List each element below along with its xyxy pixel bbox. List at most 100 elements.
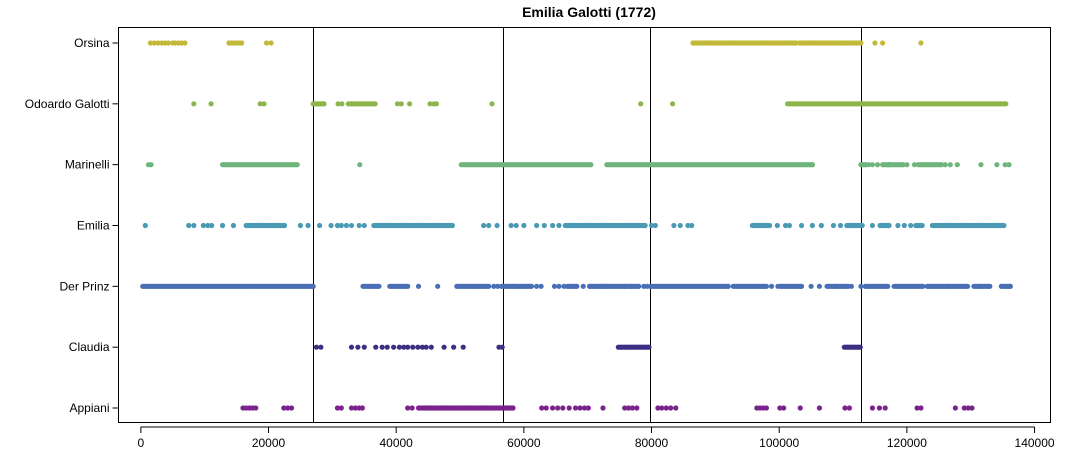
data-point <box>361 344 367 350</box>
data-point <box>288 405 295 411</box>
data-point <box>964 283 971 289</box>
data-point <box>486 283 492 289</box>
data-point <box>652 222 658 229</box>
x-axis: 0 20000 40000 60000 80000 100000 120000 140000 <box>137 426 1055 450</box>
data-point <box>549 405 556 411</box>
data-point <box>451 344 457 350</box>
data-point <box>338 222 344 229</box>
data-point <box>920 283 926 289</box>
y-tick-label: Orsina <box>74 36 110 50</box>
data-point <box>581 405 588 411</box>
data-point <box>638 101 644 107</box>
data-point <box>809 162 815 168</box>
data-point <box>797 405 803 411</box>
data-point <box>508 222 514 229</box>
data-point <box>768 283 775 289</box>
data-point <box>816 283 823 289</box>
data-point <box>947 162 953 168</box>
data-point <box>858 40 864 46</box>
data-point <box>239 40 245 46</box>
data-point <box>882 405 888 411</box>
data-point <box>549 222 556 229</box>
data-point <box>219 222 226 229</box>
data-point <box>668 405 674 411</box>
data-point <box>869 405 876 411</box>
data-point <box>257 101 263 107</box>
y-tick-label: Appiani <box>69 401 109 415</box>
data-point <box>355 344 361 350</box>
data-point <box>987 283 993 289</box>
data-point <box>481 222 487 229</box>
data-point <box>942 162 948 168</box>
data-point <box>622 405 628 411</box>
data-point <box>685 222 691 229</box>
data-point <box>230 222 236 229</box>
data-point <box>914 405 920 411</box>
x-tick-label: 60000 <box>507 436 541 450</box>
data-point <box>655 405 661 411</box>
data-point <box>264 40 270 46</box>
data-point <box>510 405 516 411</box>
data-point <box>539 405 545 411</box>
data-point <box>555 405 561 411</box>
data-point <box>774 222 780 229</box>
data-point <box>423 344 429 350</box>
x-tick-label: 140000 <box>1015 436 1055 450</box>
y-tick-label: Marinelli <box>65 158 110 172</box>
data-point <box>1003 101 1009 107</box>
data-point <box>294 162 300 168</box>
data-point <box>384 344 390 350</box>
data-point <box>886 222 892 229</box>
data-point <box>634 405 640 411</box>
data-point <box>391 344 397 350</box>
data-point <box>359 405 365 411</box>
data-point <box>151 40 157 46</box>
data-point <box>777 405 783 411</box>
data-point <box>253 405 259 411</box>
data-point <box>648 222 655 229</box>
data-point <box>798 222 805 229</box>
data-point <box>885 283 891 289</box>
data-point <box>285 405 291 411</box>
series-emilia <box>142 222 1007 229</box>
data-point <box>334 222 341 229</box>
data-point <box>338 405 344 411</box>
data-point <box>405 283 411 289</box>
data-point <box>858 283 864 289</box>
data-point <box>348 405 355 411</box>
data-point <box>869 222 876 229</box>
data-point <box>398 101 404 107</box>
data-point <box>191 101 197 107</box>
data-point <box>415 344 421 350</box>
data-point <box>449 222 455 229</box>
data-point <box>580 283 586 289</box>
data-point <box>394 101 401 107</box>
data-point <box>513 222 519 229</box>
data-point <box>762 283 768 289</box>
data-point <box>541 222 547 229</box>
data-point <box>952 405 958 411</box>
data-point <box>268 40 274 46</box>
data-point <box>348 222 355 229</box>
data-point <box>636 283 642 289</box>
data-point <box>405 405 411 411</box>
series-odoardo-galotti <box>191 101 1009 107</box>
data-point <box>673 405 679 411</box>
data-point <box>904 162 910 168</box>
data-point <box>969 405 975 411</box>
data-point <box>874 162 881 168</box>
data-point <box>725 283 731 289</box>
data-point <box>872 40 878 46</box>
series-orsina <box>147 40 924 46</box>
x-tick-label: 20000 <box>252 436 286 450</box>
data-point <box>528 283 535 289</box>
data-point <box>671 222 677 229</box>
data-point <box>876 405 883 411</box>
data-point <box>816 405 823 411</box>
y-tick-label: Claudia <box>69 340 110 354</box>
data-point <box>830 222 837 229</box>
data-point <box>1002 162 1008 168</box>
data-point <box>186 222 192 229</box>
data-point <box>491 283 497 289</box>
